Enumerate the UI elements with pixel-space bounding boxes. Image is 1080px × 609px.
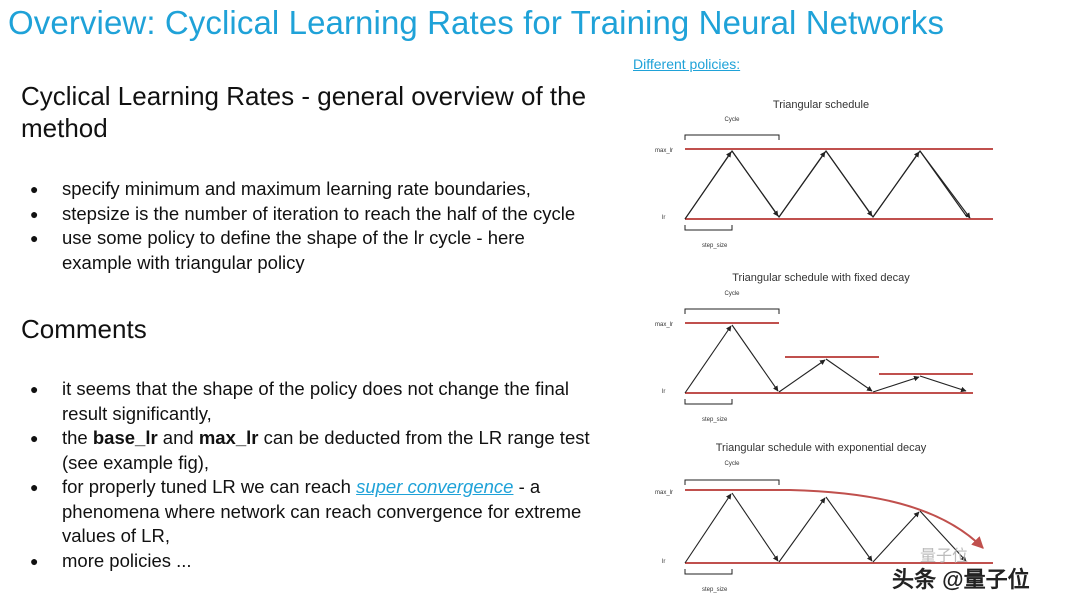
- slide-title: Overview: Cyclical Learning Rates for Tr…: [8, 4, 945, 41]
- step-size-label: step_size: [702, 587, 728, 593]
- exponential-decay-diagram: Triangular schedule with exponential dec…: [655, 442, 993, 593]
- list-item: stepsize is the number of iteration to r…: [28, 202, 598, 227]
- max-lr-label: max_lr: [655, 490, 673, 496]
- min-lr-label: lr: [662, 389, 665, 395]
- overview-bullet-list: specify minimum and maximum learning rat…: [28, 177, 598, 275]
- list-item: it seems that the shape of the policy do…: [28, 377, 598, 426]
- max-lr-label: max_lr: [655, 148, 673, 154]
- list-item: more policies ...: [28, 549, 598, 574]
- diagram-title: Triangular schedule with exponential dec…: [716, 442, 927, 454]
- diagram-title: Triangular schedule: [773, 99, 869, 111]
- max-lr-term: max_lr: [198, 427, 259, 448]
- cycle-label: Cycle: [724, 461, 740, 467]
- triangular-schedule-diagram: Triangular schedule Cycle max_lr lr step…: [655, 99, 993, 249]
- base-lr-term: base_lr: [92, 427, 158, 448]
- list-item: specify minimum and maximum learning rat…: [28, 177, 598, 202]
- fixed-decay-diagram: Triangular schedule with fixed decay Cyc…: [655, 272, 973, 423]
- super-convergence-link[interactable]: super convergence: [356, 476, 514, 497]
- watermark: 头条 @量子位: [892, 567, 1030, 592]
- watermark-faint: 量子位: [920, 548, 969, 565]
- min-lr-label: lr: [662, 215, 665, 221]
- cycle-label: Cycle: [724, 117, 740, 123]
- comments-bullet-list: it seems that the shape of the policy do…: [28, 377, 598, 573]
- list-item: use some policy to define the shape of t…: [28, 226, 598, 275]
- different-policies-link[interactable]: Different policies:: [633, 56, 741, 72]
- section-heading-comments: Comments: [21, 314, 147, 344]
- diagram-title: Triangular schedule with fixed decay: [732, 272, 910, 284]
- lr-curve: [684, 150, 968, 220]
- list-item: for properly tuned LR we can reach super…: [28, 475, 598, 549]
- cycle-label: Cycle: [724, 291, 740, 297]
- list-item: the base_lr and max_lr can be deducted f…: [28, 426, 598, 475]
- section-heading-overview: Cyclical Learning Rates - general overvi…: [21, 81, 587, 143]
- policy-diagrams: Triangular schedule Cycle max_lr lr step…: [655, 99, 993, 593]
- exponential-decay-curve: [685, 489, 984, 549]
- min-lr-label: lr: [662, 559, 665, 565]
- max-lr-label: max_lr: [655, 322, 673, 328]
- step-size-label: step_size: [702, 243, 728, 249]
- step-size-label: step_size: [702, 417, 728, 423]
